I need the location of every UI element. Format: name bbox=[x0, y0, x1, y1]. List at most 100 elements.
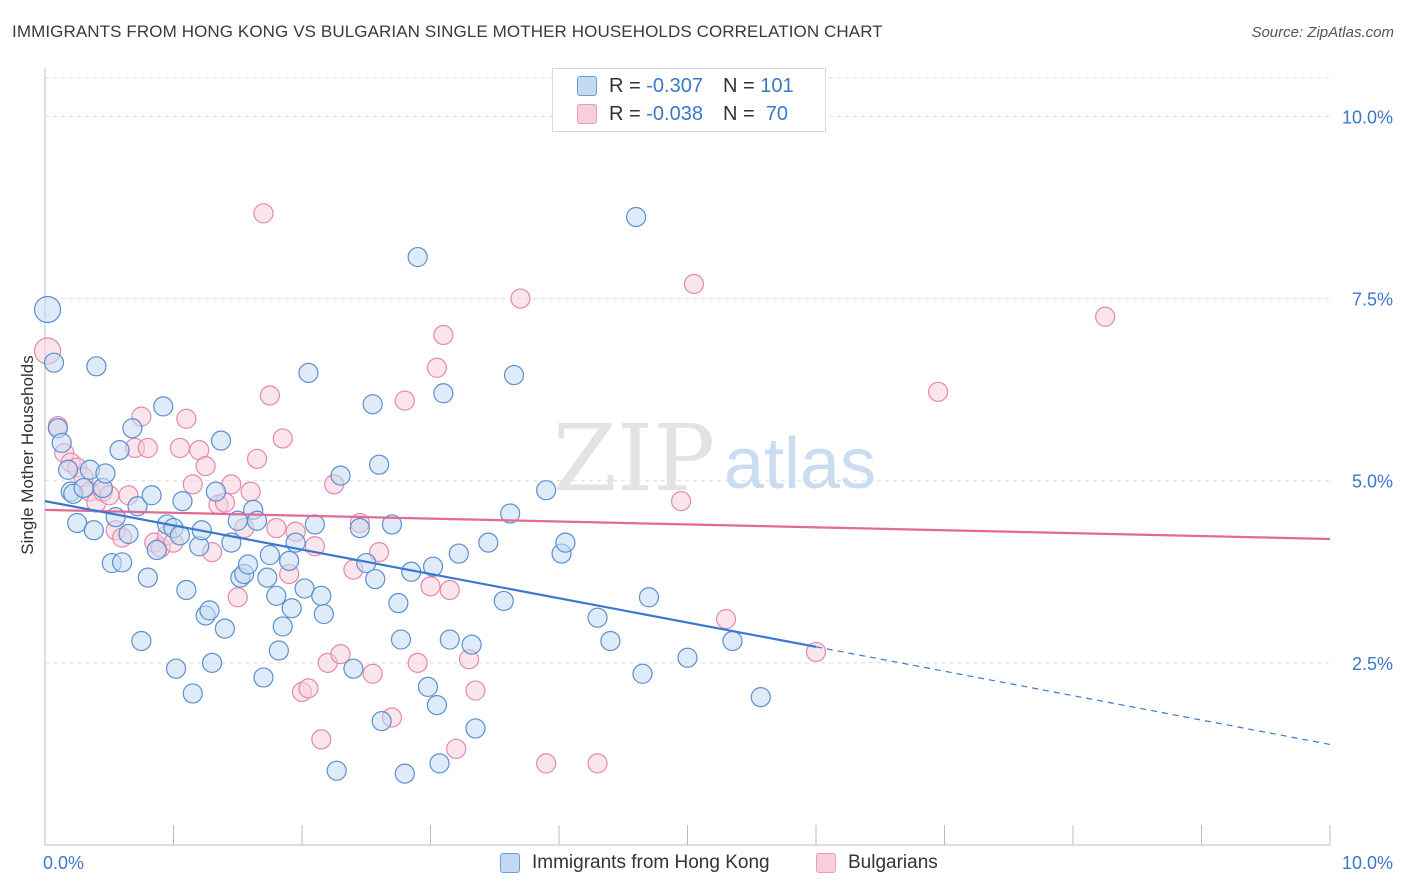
trend-lines bbox=[44, 500, 1331, 746]
chart-title: IMMIGRANTS FROM HONG KONG VS BULGARIAN S… bbox=[12, 22, 883, 41]
point-hong-kong bbox=[311, 585, 332, 606]
point-hong-kong bbox=[381, 514, 403, 535]
point-bulgarians bbox=[683, 273, 705, 295]
point-hong-kong bbox=[272, 616, 293, 637]
point-hong-kong bbox=[214, 618, 235, 639]
y-tick-label: 5.0% bbox=[1352, 472, 1393, 492]
point-hong-kong bbox=[137, 567, 158, 588]
point-hong-kong bbox=[43, 352, 65, 373]
point-hong-kong bbox=[294, 578, 315, 599]
point-bulgarians bbox=[446, 738, 467, 759]
point-hong-kong bbox=[199, 600, 220, 621]
legend-label: Bulgarians bbox=[848, 852, 938, 873]
point-bulgarians bbox=[536, 753, 557, 774]
source-label: Source: ZipAtlas.com bbox=[1251, 24, 1394, 41]
point-bulgarians bbox=[407, 652, 428, 673]
point-bulgarians bbox=[420, 576, 441, 597]
trend-line-hong-kong bbox=[44, 500, 817, 648]
point-hong-kong bbox=[176, 579, 197, 601]
point-hong-kong bbox=[478, 532, 499, 553]
point-hong-kong bbox=[259, 544, 280, 566]
watermark-zip: ZIP bbox=[553, 405, 715, 512]
legend-item-hong-kong[interactable]: Immigrants from Hong Kong bbox=[500, 852, 770, 874]
point-hong-kong bbox=[118, 523, 139, 545]
point-hong-kong bbox=[257, 567, 278, 588]
point-hong-kong bbox=[388, 593, 409, 614]
n-label: N = bbox=[722, 74, 755, 97]
point-hong-kong bbox=[536, 480, 557, 501]
point-bulgarians bbox=[510, 288, 531, 309]
point-hong-kong bbox=[632, 663, 653, 684]
legend-swatch-blue bbox=[500, 853, 520, 873]
point-bulgarians bbox=[362, 663, 383, 684]
stats-row-hong-kong: R = -0.307 N = 101 bbox=[577, 73, 794, 99]
point-bulgarians bbox=[587, 753, 608, 774]
point-bulgarians bbox=[272, 428, 293, 449]
point-hong-kong bbox=[51, 432, 72, 453]
point-hong-kong bbox=[600, 630, 621, 652]
point-hong-kong bbox=[153, 396, 174, 417]
r-label: R = bbox=[609, 74, 641, 97]
point-bulgarians bbox=[394, 390, 415, 411]
x-tick-label: 0.0% bbox=[43, 853, 84, 873]
point-bulgarians bbox=[670, 491, 692, 512]
point-hong-kong bbox=[461, 634, 482, 655]
point-hong-kong bbox=[677, 647, 698, 668]
y-tick-label: 10.0% bbox=[1342, 107, 1393, 127]
point-hong-kong bbox=[111, 552, 133, 573]
point-bulgarians bbox=[369, 542, 390, 563]
point-hong-kong bbox=[426, 695, 448, 716]
point-hong-kong bbox=[349, 517, 370, 539]
point-bulgarians bbox=[176, 408, 197, 429]
point-hong-kong bbox=[298, 362, 319, 383]
point-hong-kong bbox=[369, 454, 390, 475]
point-hong-kong bbox=[433, 383, 454, 404]
legend-item-bulgarians[interactable]: Bulgarians bbox=[816, 852, 938, 874]
point-hong-kong bbox=[86, 356, 107, 377]
r-value: -0.038 bbox=[646, 102, 703, 125]
point-hong-kong bbox=[313, 603, 334, 625]
point-hong-kong bbox=[146, 539, 167, 561]
legend-label: Immigrants from Hong Kong bbox=[532, 852, 770, 873]
point-hong-kong bbox=[638, 587, 660, 608]
point-hong-kong bbox=[73, 477, 94, 499]
point-hong-kong bbox=[304, 514, 325, 535]
point-hong-kong bbox=[201, 652, 223, 673]
point-hong-kong bbox=[422, 556, 444, 577]
point-bulgarians bbox=[266, 517, 287, 539]
point-bulgarians bbox=[426, 357, 448, 378]
point-bulgarians bbox=[259, 385, 280, 406]
r-label: R = bbox=[609, 102, 641, 125]
watermark-atlas: atlas bbox=[724, 424, 876, 504]
point-bulgarians bbox=[433, 324, 454, 346]
series-legend: Immigrants from Hong Kong Bulgarians bbox=[0, 852, 1406, 878]
point-hong-kong bbox=[246, 510, 268, 531]
point-hong-kong bbox=[172, 491, 193, 512]
point-bulgarians bbox=[169, 437, 191, 459]
point-hong-kong bbox=[439, 629, 460, 650]
point-bulgarians bbox=[439, 579, 460, 601]
point-bulgarians bbox=[715, 609, 737, 630]
point-hong-kong bbox=[109, 440, 130, 461]
point-hong-kong bbox=[253, 667, 274, 688]
r-value: -0.307 bbox=[646, 74, 703, 97]
point-hong-kong bbox=[555, 532, 576, 553]
point-hong-kong bbox=[429, 753, 450, 774]
point-hong-kong bbox=[503, 364, 525, 386]
point-hong-kong bbox=[362, 394, 383, 415]
point-hong-kong bbox=[750, 686, 771, 708]
point-bulgarians bbox=[330, 644, 351, 665]
n-value: 101 bbox=[760, 74, 794, 97]
point-hong-kong bbox=[722, 630, 743, 652]
point-bulgarians bbox=[246, 448, 268, 469]
stats-row-bulgarians: R = -0.038 N = 70 bbox=[577, 101, 788, 127]
x-tick-label: 10.0% bbox=[1342, 853, 1393, 873]
point-hong-kong bbox=[95, 463, 116, 484]
n-value: 70 bbox=[765, 102, 789, 125]
point-hong-kong bbox=[58, 459, 79, 480]
point-hong-kong bbox=[417, 676, 439, 698]
point-hong-kong bbox=[141, 485, 162, 506]
point-hong-kong bbox=[500, 503, 521, 524]
swatch-blue bbox=[577, 76, 597, 96]
